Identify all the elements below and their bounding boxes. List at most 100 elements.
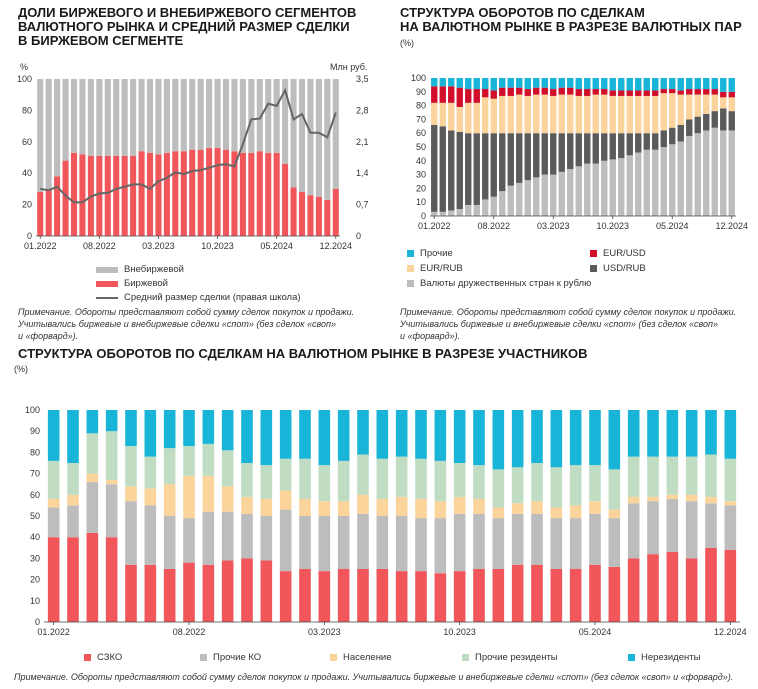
chart3-bar-segment xyxy=(318,571,331,622)
chart2-bar-segment xyxy=(584,78,591,90)
chart3-bar-segment xyxy=(357,569,369,622)
panel1-title: ДОЛИ БИРЖЕВОГО И ВНЕБИРЖЕВОГО СЕГМЕНТОВ … xyxy=(18,6,356,48)
chart1-bar-otc xyxy=(54,79,61,177)
chart3-bar-segment xyxy=(125,501,137,565)
chart3-x-tick: 10.2023 xyxy=(443,627,476,637)
legend-otc: Внебиржевой xyxy=(96,264,184,275)
chart2-x-tick: 03.2023 xyxy=(537,221,570,231)
chart3-bar-segment xyxy=(337,501,350,516)
chart3-bar-segment xyxy=(337,516,350,569)
legend-exchange: Биржевой xyxy=(96,278,168,289)
chart2-bar-segment xyxy=(703,94,710,114)
chart2-bar-segment xyxy=(541,133,548,175)
chart2-y-tick: 80 xyxy=(416,101,426,111)
chart1-bar-exchange xyxy=(315,196,322,236)
chart3-bar-segment xyxy=(221,511,234,561)
chart3-bar-segment xyxy=(144,410,157,457)
chart3-bar-segment xyxy=(183,410,195,447)
chart1-y-left-tick: 80 xyxy=(22,105,32,115)
chart2-bar-segment xyxy=(686,119,693,136)
chart1-bar-otc xyxy=(307,79,314,196)
chart1-bar-exchange xyxy=(298,192,306,236)
legend-otc-label: Внебиржевой xyxy=(124,264,184,275)
chart1-bar-otc xyxy=(155,79,162,155)
chart2-bar-segment xyxy=(609,90,616,96)
panel2-title: СТРУКТУРА ОБОРОТОВ ПО СДЕЛКАМ НА ВАЛЮТНО… xyxy=(400,6,742,34)
chart2-bar-segment xyxy=(686,94,693,120)
chart3-bar-segment xyxy=(67,494,79,506)
chart3-y-tick: 70 xyxy=(30,469,40,479)
chart1-bar-exchange xyxy=(96,155,103,236)
chart1-bar-exchange xyxy=(121,155,128,236)
chart1-bar-otc xyxy=(332,79,339,189)
chart1-bar-otc xyxy=(324,79,331,200)
chart2-bar-segment xyxy=(643,78,650,91)
chart1-bar-otc xyxy=(282,79,289,164)
chart2-bar-segment xyxy=(669,144,676,216)
chart3-bar-segment xyxy=(241,496,253,514)
chart2-bar-segment xyxy=(439,102,446,127)
chart3-bar-segment xyxy=(666,494,679,500)
chart3-bar-segment xyxy=(453,410,466,463)
chart2-bar-segment xyxy=(482,78,489,90)
panel1-right-unit: Млн руб. xyxy=(330,62,368,72)
chart3-bar-segment xyxy=(260,560,273,622)
chart2-x-tick: 12.2024 xyxy=(715,221,748,231)
chart1-bar-otc xyxy=(273,79,280,153)
chart3-bar-segment xyxy=(569,410,582,466)
panel3-title: СТРУКТУРА ОБОРОТОВ ПО СДЕЛКАМ НА ВАЛЮТНО… xyxy=(18,346,588,361)
chart2-bar-segment xyxy=(677,124,684,142)
chart1-bar-otc xyxy=(130,79,137,156)
chart2-bar-segment xyxy=(431,86,438,103)
chart2-y-tick: 70 xyxy=(416,114,426,124)
chart1-x-tick: 12.2024 xyxy=(320,241,353,251)
legend-exchange-swatch xyxy=(96,280,118,287)
chart2-bar-segment xyxy=(550,78,557,90)
chart3-bar-segment xyxy=(531,410,543,463)
chart2-bar-segment xyxy=(686,135,693,216)
chart3-bar-segment xyxy=(47,499,60,508)
chart1-bar-otc xyxy=(189,79,196,150)
chart3-bar-segment xyxy=(144,505,157,565)
chart1-x-tick: 03.2023 xyxy=(142,241,175,251)
chart2-bar-segment xyxy=(431,78,438,87)
chart2-bar-segment xyxy=(711,127,718,216)
chart2-bar-segment xyxy=(431,124,438,212)
chart2-bar-segment xyxy=(507,87,514,96)
chart3-bar-segment xyxy=(221,560,234,622)
chart2-bar-segment xyxy=(516,94,523,134)
chart3-bar-segment xyxy=(202,410,215,444)
panel2-note-line1: Примечание. Обороты представляют собой с… xyxy=(400,307,737,317)
chart2-bar-segment xyxy=(439,126,446,212)
chart2-bar-segment xyxy=(601,78,608,90)
chart3-y-tick: 100 xyxy=(25,405,40,415)
chart2-bar-segment xyxy=(439,211,446,216)
chart2-bar-segment xyxy=(660,130,667,147)
chart3-bar-segment xyxy=(415,410,427,459)
chart2-bar-segment xyxy=(643,149,650,216)
chart3-bar-segment xyxy=(279,571,292,622)
chart2-bar-segment xyxy=(456,209,463,216)
chart3-y-tick: 50 xyxy=(30,511,40,521)
chart3-bar-segment xyxy=(569,518,582,569)
chart3-bar-segment xyxy=(685,456,698,495)
legend-eurrub-label: EUR/RUB xyxy=(420,263,463,274)
chart1-y-left-tick: 60 xyxy=(22,137,32,147)
chart3-bar-segment xyxy=(627,496,640,504)
legend-other-residents-label: Прочие резиденты xyxy=(475,652,558,663)
chart3-bar-segment xyxy=(47,507,60,538)
chart3-bar-segment xyxy=(86,410,99,434)
chart2-bar-segment xyxy=(507,185,514,216)
chart2-bar-segment xyxy=(473,133,480,205)
chart3-bar-segment xyxy=(395,410,408,457)
chart2-bar-segment xyxy=(584,163,591,216)
chart2-bar-segment xyxy=(728,78,735,92)
chart2-bar-segment xyxy=(643,95,650,134)
chart3-y-tick: 10 xyxy=(30,596,40,606)
chart1-bar-otc xyxy=(298,79,306,193)
chart1-bar-exchange xyxy=(130,155,137,236)
chart3-bar-segment xyxy=(705,496,717,504)
chart3-bar-segment xyxy=(279,410,292,459)
chart2-bar-segment xyxy=(465,133,472,205)
chart2-bar-segment xyxy=(541,94,548,134)
